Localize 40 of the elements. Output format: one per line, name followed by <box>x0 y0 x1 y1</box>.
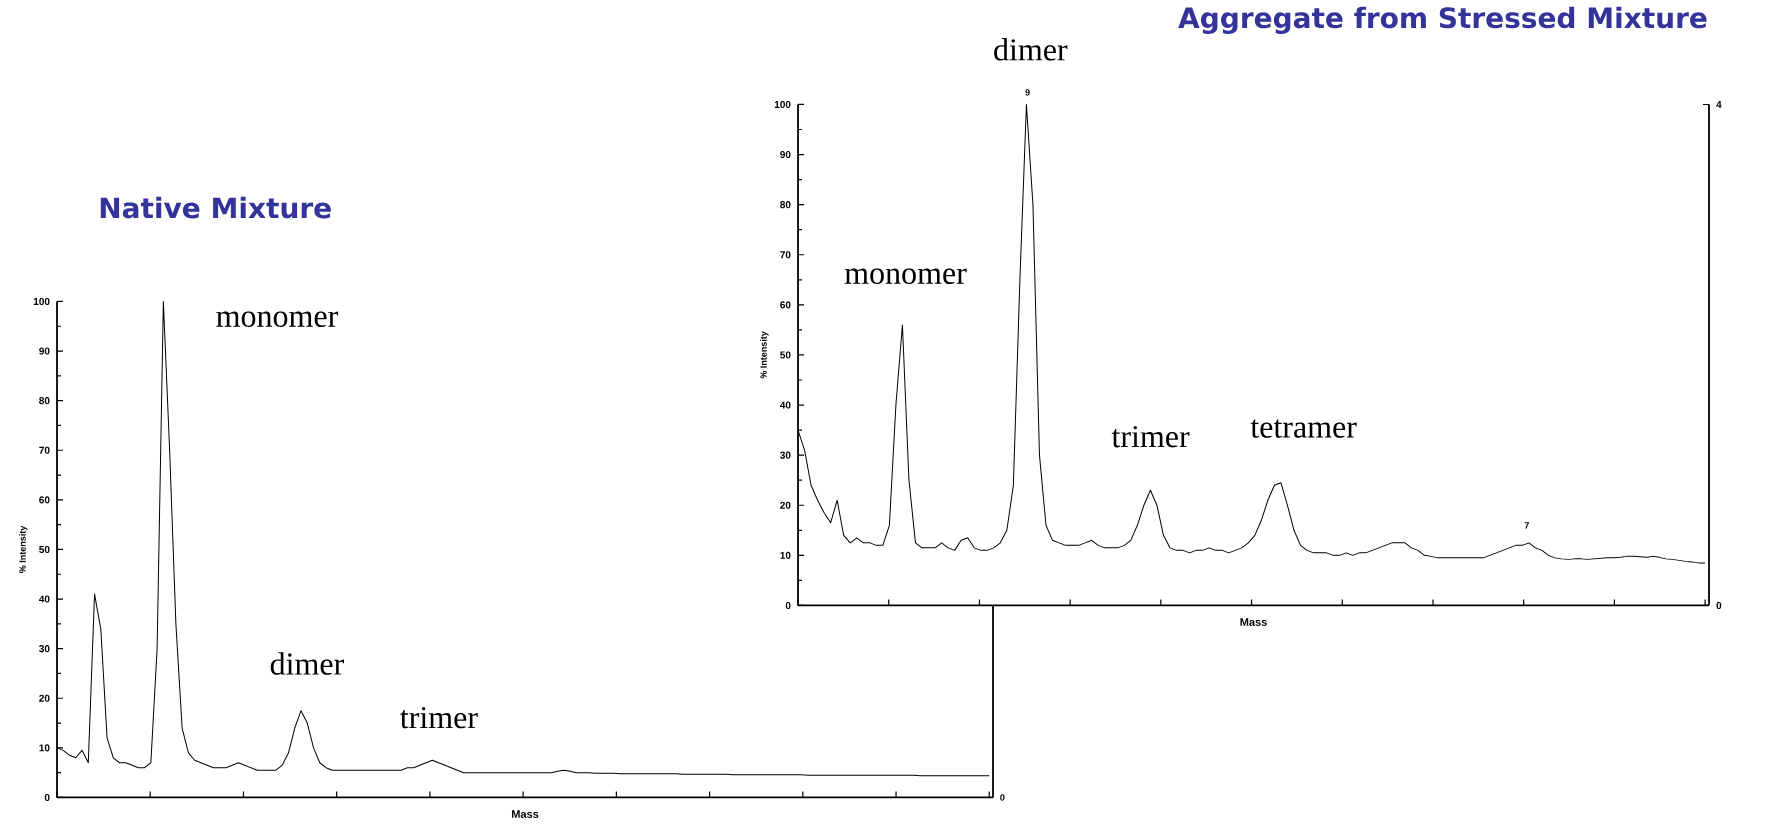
text: 0 <box>1000 794 1005 801</box>
y-tick-label: 20 <box>39 694 50 702</box>
annotation: monomer <box>844 268 967 284</box>
x-axis-title: Mass <box>1240 618 1267 626</box>
text: 9 <box>1025 89 1030 96</box>
y-tick-label: 50 <box>39 545 50 553</box>
y-tick-label: 50 <box>780 351 791 359</box>
y-tick-label: 90 <box>39 347 50 355</box>
annotation: 7 <box>1524 521 1529 529</box>
y-tick-label: 40 <box>779 401 791 409</box>
y-tick-label: 100 <box>33 297 50 305</box>
y-tick-label: 80 <box>780 200 791 208</box>
y-tick-label: 60 <box>780 301 791 309</box>
y-axis-title: % Intensity <box>760 331 769 379</box>
y-tick-label: 0 <box>785 601 791 609</box>
y-tick-label: 90 <box>780 150 791 158</box>
y-tick-label: 10 <box>39 744 50 752</box>
y-tick-label: 30 <box>39 644 50 652</box>
chart-title: Aggregate from Stressed Mixture <box>1178 6 1707 34</box>
y-tick-label: 0 <box>44 793 50 801</box>
y-tick-label: 70 <box>39 446 50 454</box>
annotation: tetramer <box>1250 419 1357 438</box>
y-tick-label: 20 <box>780 501 791 509</box>
annotation: dimer <box>270 652 344 675</box>
text: dimer <box>994 37 1068 61</box>
y-axis-title: % Intensity <box>19 525 28 573</box>
annotation: trimer <box>400 706 478 729</box>
y-tick-label: 30 <box>780 451 791 459</box>
chart-title: Native Mixture <box>100 196 331 219</box>
y-tick-label: 80 <box>39 396 50 404</box>
y2-tick-label: 4 <box>1716 100 1722 108</box>
y-tick-label: 60 <box>39 496 50 504</box>
annotation: trimer <box>1111 425 1190 448</box>
y-tick-label: 70 <box>780 250 791 259</box>
y2-tick-label: 0 <box>1716 601 1722 609</box>
y-tick-label: 40 <box>38 595 50 603</box>
y-tick-label: 100 <box>774 100 791 108</box>
annotation: monomer <box>216 311 339 327</box>
x-axis-title: Mass <box>511 810 539 818</box>
y-tick-label: 10 <box>780 551 791 559</box>
